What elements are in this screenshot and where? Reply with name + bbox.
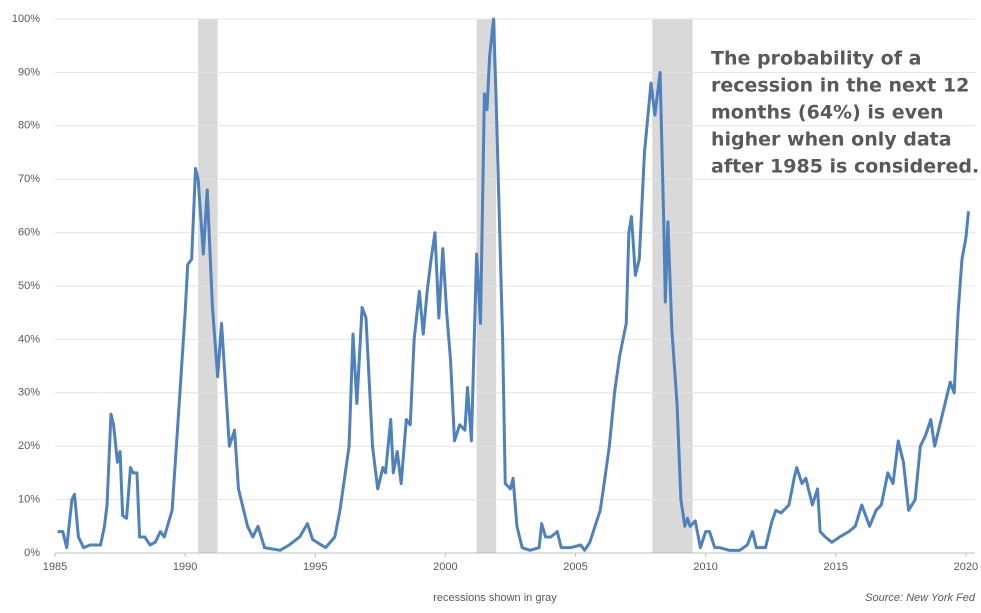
y-tick-label: 40% xyxy=(18,333,40,345)
x-tick-label: 2005 xyxy=(563,561,587,573)
x-axis-label: recessions shown in gray xyxy=(433,592,557,604)
y-tick-label: 70% xyxy=(18,173,40,185)
x-tick-label: 2010 xyxy=(693,561,717,573)
annotation: higher when only data xyxy=(711,129,952,151)
x-tick-label: 2000 xyxy=(433,561,457,573)
annotation: The probability of a xyxy=(711,48,921,70)
x-tick-label: 1990 xyxy=(173,561,197,573)
y-tick-label: 30% xyxy=(18,387,40,399)
data-line xyxy=(57,17,970,552)
y-tick-label: 60% xyxy=(18,227,40,239)
y-tick-label: 50% xyxy=(18,280,40,292)
y-tick-label: 10% xyxy=(18,494,40,506)
y-tick-label: 80% xyxy=(18,120,40,132)
y-tick-label: 90% xyxy=(18,66,40,78)
y-tick-label: 0% xyxy=(24,547,40,559)
y-tick-label: 100% xyxy=(12,13,40,25)
x-tick-label: 2015 xyxy=(824,561,848,573)
source: Source: New York Fed xyxy=(865,592,976,604)
annotation: after 1985 is considered. xyxy=(711,156,979,178)
annotation: recession in the next 12 xyxy=(711,75,969,97)
annotation: months (64%) is even xyxy=(711,102,944,124)
x-tick-label: 2020 xyxy=(954,561,978,573)
x-tick-label: 1985 xyxy=(43,561,67,573)
y-tick-label: 20% xyxy=(18,440,40,452)
x-tick-label: 1995 xyxy=(303,561,327,573)
